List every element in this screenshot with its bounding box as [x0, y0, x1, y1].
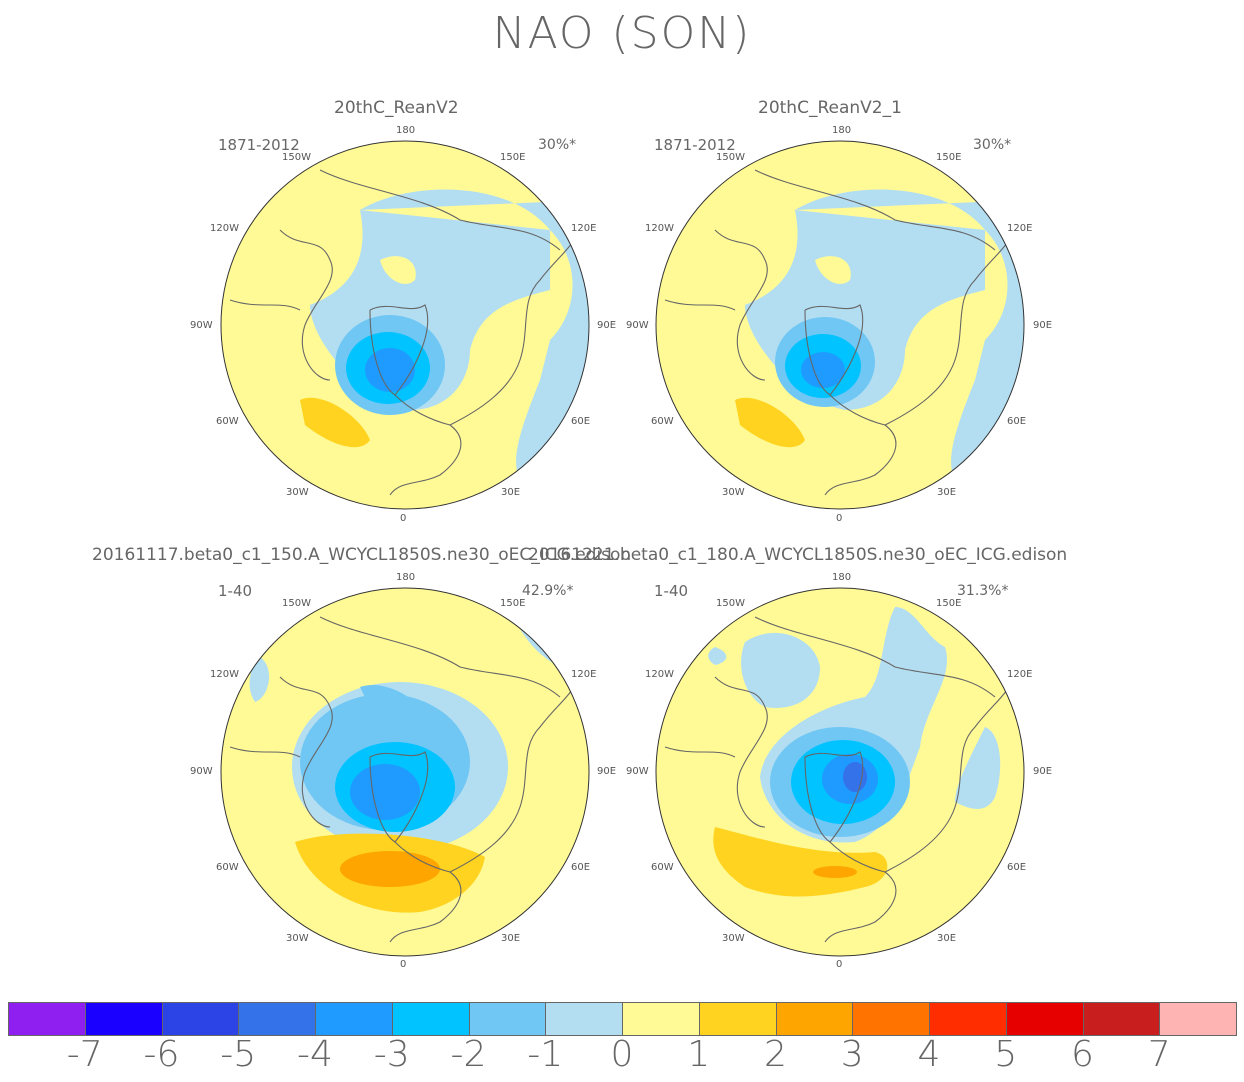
panel-1-lon-120e: 120E: [571, 223, 597, 234]
colorbar-box-9: [698, 1002, 777, 1036]
colorbar-tick-label: 7: [1147, 1034, 1171, 1075]
panel-1-lon-120w: 120W: [210, 223, 239, 234]
colorbar-tick-label: 2: [764, 1034, 787, 1075]
panel-3-title: 20161117.beta0_c1_150.A_WCYCL1850S.ne30_…: [92, 545, 632, 565]
panel-4-lon-120e: 120E: [1007, 669, 1033, 680]
panel-1-lon-150e: 150E: [500, 152, 526, 163]
panel-3-lon-30w: 30W: [286, 933, 309, 944]
panel-4-lon-0: 0: [836, 959, 843, 970]
panel-2-period: 1871-2012: [654, 136, 736, 154]
colorbar-box-0: [8, 1002, 86, 1036]
colorbar-tick-label: 5: [994, 1034, 1018, 1075]
panel-3-lon-60w: 60W: [216, 862, 239, 873]
panel-3-lon-0: 0: [400, 959, 407, 970]
panel-2-lon-60e: 60E: [1007, 416, 1027, 427]
panel-3-map: [220, 587, 590, 957]
colorbar-box-10: [775, 1002, 854, 1036]
colorbar-tick-label: 0: [610, 1034, 634, 1075]
panel-4-percent: 31.3%*: [957, 583, 1009, 599]
panel-1-lon-150w: 150W: [282, 152, 311, 163]
colorbar-tick-label: -6: [143, 1034, 180, 1075]
panel-1-lon-30w: 30W: [286, 487, 309, 498]
colorbar-tick-label: 3: [840, 1034, 864, 1075]
colorbar-tick-label: -7: [66, 1034, 103, 1075]
panel-1-lon-60e: 60E: [571, 416, 591, 427]
panel-3-percent: 42.9%*: [522, 583, 574, 599]
colorbar-tick-label: -5: [220, 1034, 257, 1075]
panel-1-percent: 30%*: [538, 137, 577, 153]
colorbar-box-12: [929, 1002, 1007, 1036]
colorbar-box-2: [161, 1002, 240, 1036]
panel-4-map: [655, 587, 1025, 957]
panel-4-lon-30w: 30W: [722, 933, 745, 944]
colorbar-box-6: [468, 1002, 547, 1036]
panel-2-percent: 30%*: [973, 137, 1012, 153]
panel-4-lon-180: 180: [832, 572, 852, 583]
panel-2-lon-120e: 120E: [1007, 223, 1033, 234]
colorbar-box-4: [315, 1002, 393, 1036]
panel-2-lon-150e: 150E: [936, 152, 962, 163]
panel-1-title: 20thC_ReanV2: [334, 98, 459, 118]
colorbar-box-8: [622, 1002, 700, 1036]
colorbar-box-7: [545, 1002, 623, 1036]
panel-1-period: 1871-2012: [218, 136, 300, 154]
panel-4-lon-150w: 150W: [716, 598, 745, 609]
colorbar-box-11: [852, 1002, 930, 1036]
panel-2-lon-0: 0: [836, 513, 843, 524]
panel-4-period: 1-40: [654, 582, 689, 600]
panel-3-lon-90w: 90W: [190, 766, 213, 777]
figure-title: NAO (SON): [492, 8, 752, 59]
colorbar-tick-label: -1: [527, 1034, 564, 1075]
colorbar-tick-label: -2: [450, 1034, 487, 1075]
panel-4-lon-30e: 30E: [937, 933, 957, 944]
panel-3-lon-30e: 30E: [501, 933, 521, 944]
panel-2-lon-90e: 90E: [1033, 320, 1053, 331]
panel-2-lon-90w: 90W: [626, 320, 649, 331]
panel-2-lon-150w: 150W: [716, 152, 745, 163]
panel-4-lon-90e: 90E: [1033, 766, 1053, 777]
panel-2-lon-30e: 30E: [937, 487, 957, 498]
colorbar-box-5: [391, 1002, 470, 1036]
colorbar-box-3: [238, 1002, 316, 1036]
colorbar-tick-label: 1: [687, 1034, 711, 1075]
panel-1-lon-180: 180: [396, 125, 416, 136]
panel-3-period: 1-40: [218, 582, 253, 600]
panel-1-lon-30e: 30E: [501, 487, 521, 498]
colorbar: [8, 1002, 1237, 1036]
panel-3-lon-180: 180: [396, 572, 416, 583]
panel-4-lon-150e: 150E: [936, 598, 962, 609]
colorbar-tick-label: -3: [373, 1034, 410, 1075]
panel-1-lon-60w: 60W: [216, 416, 239, 427]
panel-4-lon-90w: 90W: [626, 766, 649, 777]
panel-3-lon-150w: 150W: [282, 598, 311, 609]
panel-2-lon-120w: 120W: [645, 223, 674, 234]
colorbar-box-14: [1082, 1002, 1161, 1036]
colorbar-tick-label: 4: [917, 1034, 941, 1075]
colorbar-tick-label: 6: [1071, 1034, 1094, 1075]
panel-4-lon-60e: 60E: [1007, 862, 1027, 873]
panel-4-lon-120w: 120W: [645, 669, 674, 680]
panel-3-lon-120e: 120E: [571, 669, 597, 680]
panel-4-lon-60w: 60W: [651, 862, 674, 873]
panel-2-lon-180: 180: [832, 125, 852, 136]
panel-2-title: 20thC_ReanV2_1: [758, 98, 902, 118]
panel-1-map: [220, 140, 590, 510]
panel-2-map: [655, 140, 1025, 510]
panel-3-lon-120w: 120W: [210, 669, 239, 680]
colorbar-box-13: [1005, 1002, 1084, 1036]
panel-4-title: 20161221.beta0_c1_180.A_WCYCL1850S.ne30_…: [528, 545, 1068, 565]
colorbar-tick-label: -4: [297, 1034, 333, 1075]
panel-3-lon-150e: 150E: [500, 598, 526, 609]
panel-1-lon-0: 0: [400, 513, 407, 524]
panel-2-lon-60w: 60W: [651, 416, 674, 427]
colorbar-box-1: [84, 1002, 163, 1036]
panel-2-lon-30w: 30W: [722, 487, 745, 498]
panel-1-lon-90e: 90E: [597, 320, 617, 331]
panel-3-lon-60e: 60E: [571, 862, 591, 873]
colorbar-labels: -7 -6 -5 -4 -3 -2 -1 0 1 2 3 4 5 6 7: [0, 1034, 1244, 1082]
colorbar-box-15: [1159, 1002, 1237, 1036]
panel-1-lon-90w: 90W: [190, 320, 213, 331]
panel-3-lon-90e: 90E: [597, 766, 617, 777]
